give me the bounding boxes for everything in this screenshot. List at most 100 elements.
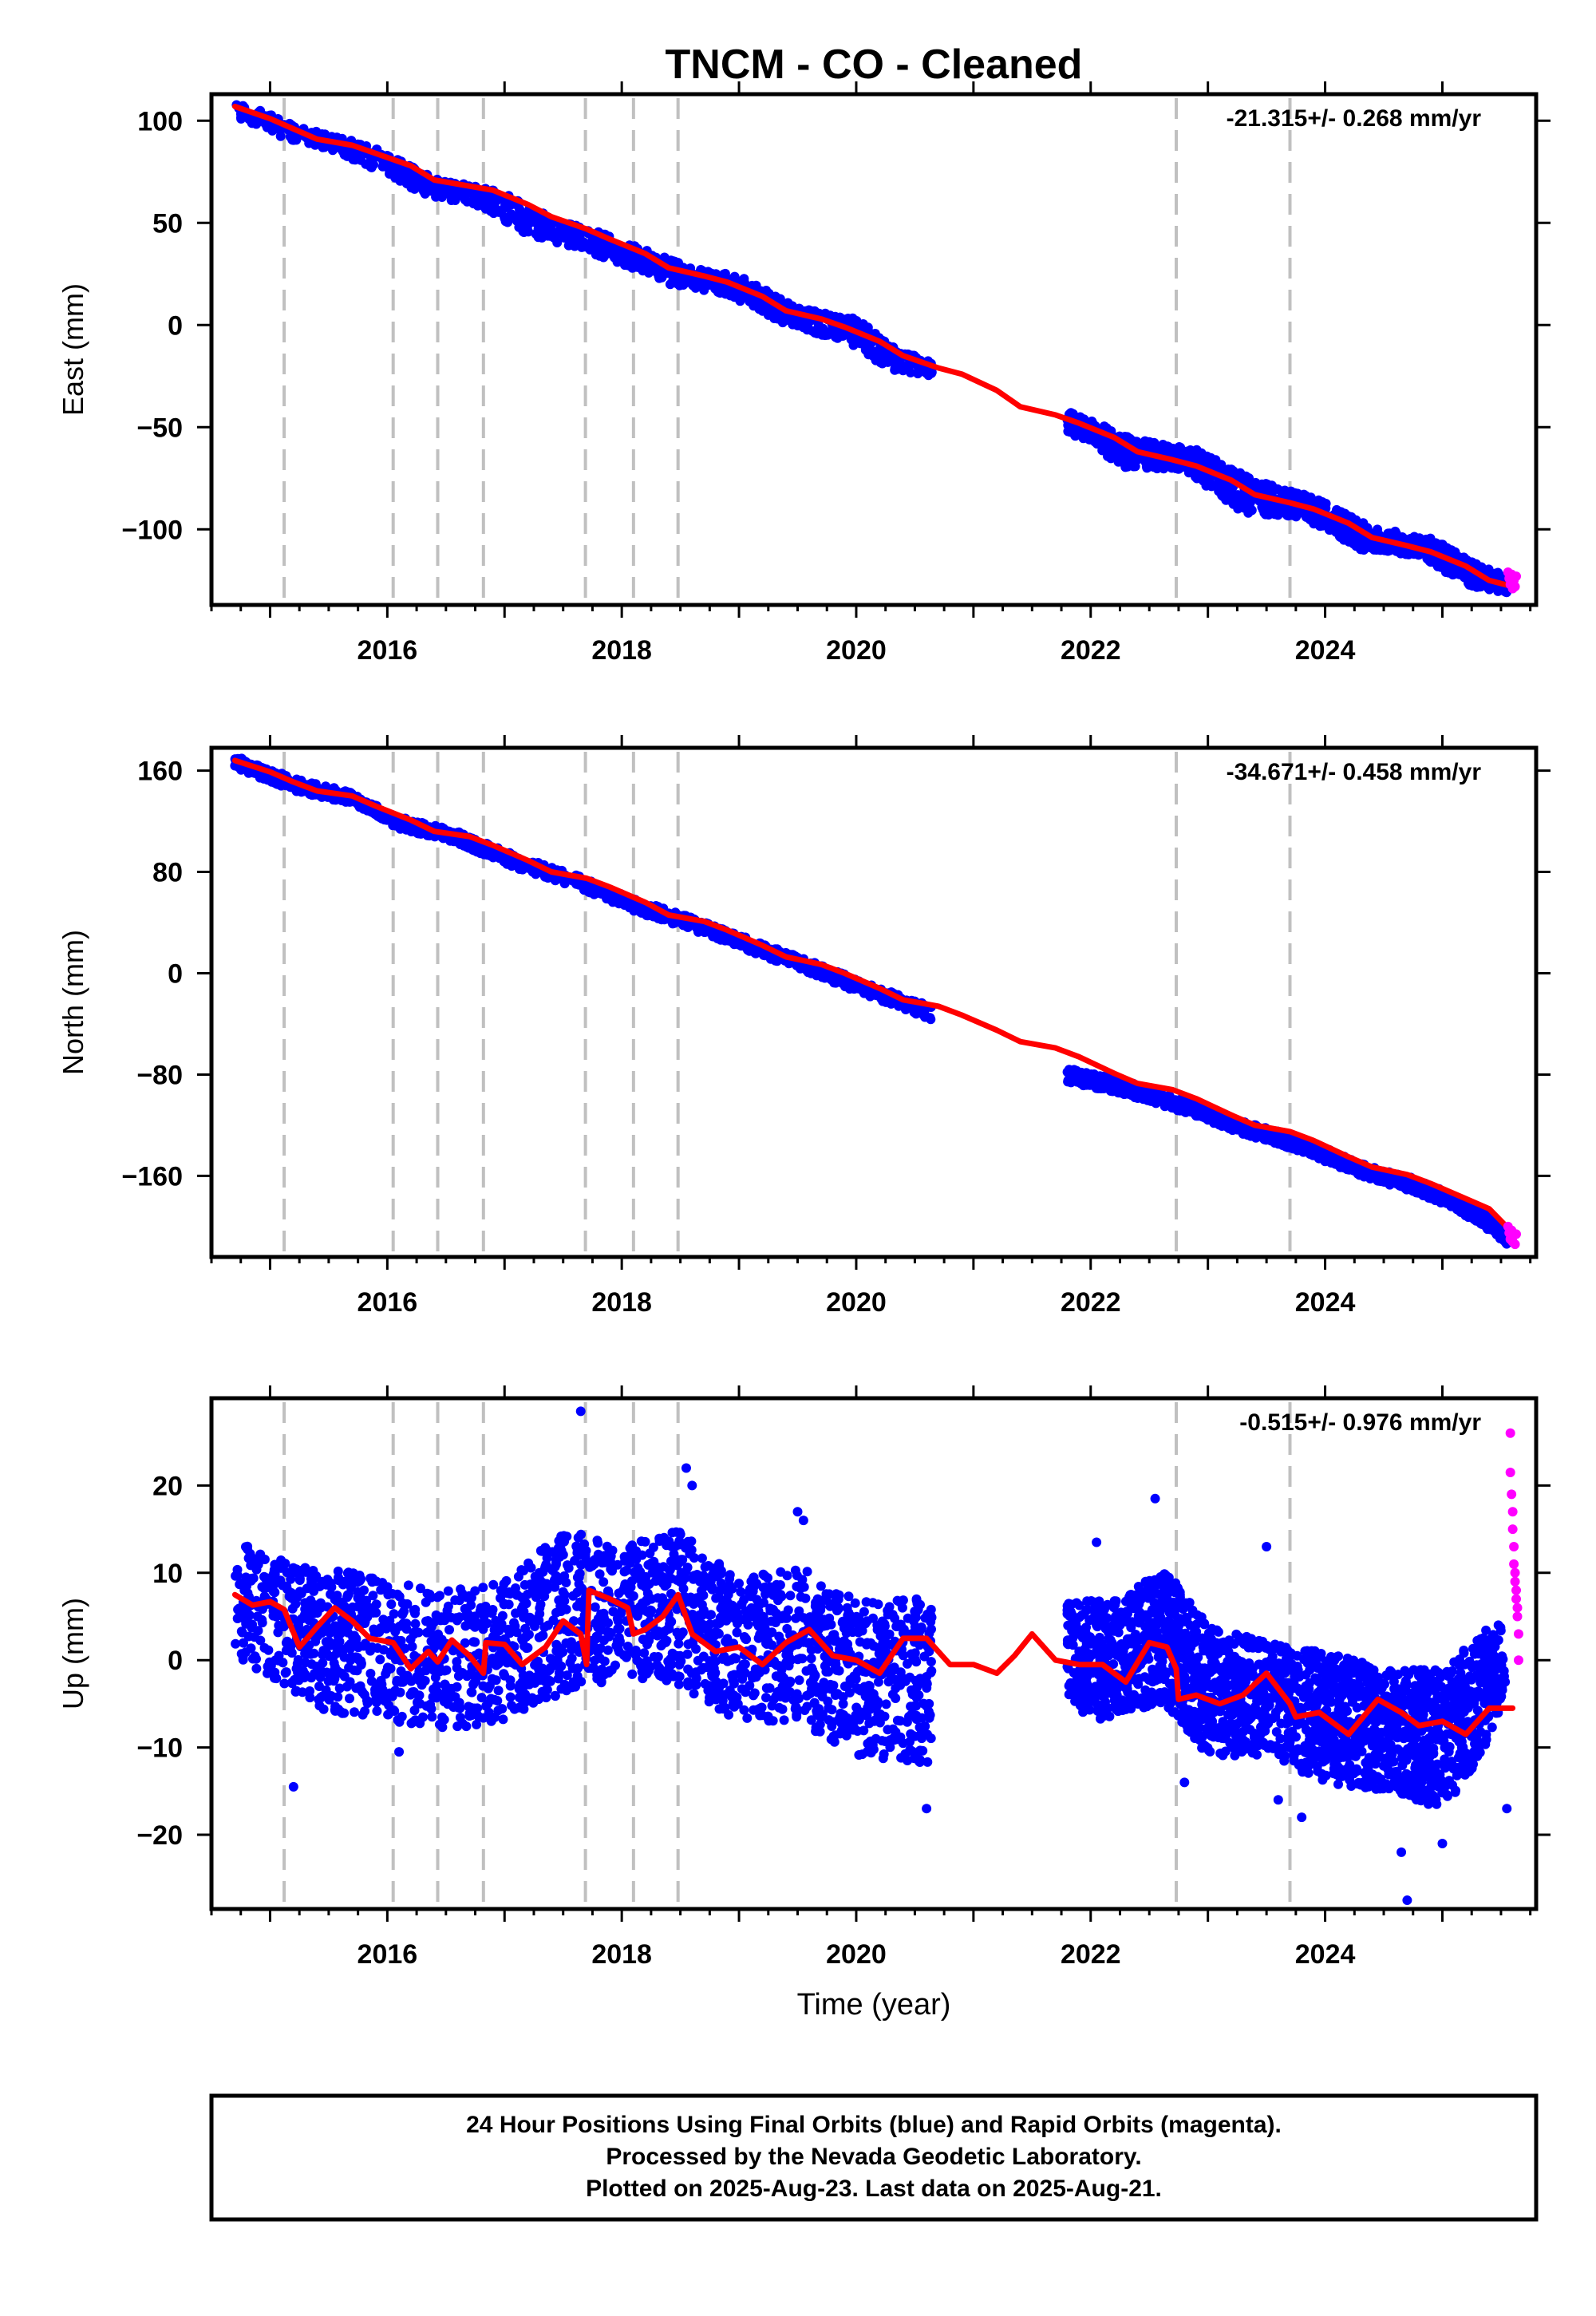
final-point <box>1345 1162 1356 1172</box>
final-point <box>1440 563 1450 573</box>
final-point <box>1385 1180 1395 1190</box>
final-point <box>902 1003 912 1014</box>
final-point <box>1174 464 1184 474</box>
final-point <box>480 202 491 212</box>
y-tick-label: 0 <box>168 958 183 989</box>
final-point <box>1489 1220 1499 1231</box>
final-point <box>1280 489 1290 500</box>
final-point <box>610 252 619 263</box>
x-tick-label: 2022 <box>1061 635 1121 666</box>
final-point <box>1370 1170 1381 1180</box>
final-point <box>472 200 483 211</box>
x-tick-label: 2024 <box>1295 635 1356 666</box>
final-point <box>508 211 519 221</box>
final-point <box>583 241 593 251</box>
y-tick-label: −80 <box>136 1060 183 1090</box>
final-point <box>1460 572 1470 583</box>
final-point <box>658 269 669 279</box>
final-point <box>601 247 611 257</box>
final-point <box>1195 1106 1205 1117</box>
final-point <box>1246 1130 1256 1140</box>
final-point <box>523 227 534 237</box>
final-point <box>390 172 401 183</box>
final-point <box>531 229 541 239</box>
y-tick-label: 100 <box>137 106 183 136</box>
chart-panels: 2016 2018 2020 2022 2024 100 50 0 −50 −100 East (m… <box>57 81 1551 2022</box>
final-point <box>1106 447 1116 457</box>
y-axis-label: East (mm) <box>57 283 89 416</box>
x-tick-label: 2020 <box>826 1287 887 1318</box>
figure-title: TNCM - CO - Cleaned <box>666 41 1083 88</box>
final-point <box>847 334 857 345</box>
final-point <box>906 367 915 377</box>
final-point <box>530 214 540 224</box>
final-point <box>350 155 361 165</box>
final-point <box>925 1013 934 1023</box>
final-point <box>860 987 871 997</box>
final-point <box>1212 460 1223 470</box>
final-point <box>816 328 827 338</box>
final-point <box>488 1579 499 1590</box>
final-point <box>1227 1125 1238 1136</box>
x-tick-label: 2020 <box>826 635 887 666</box>
rapid-point <box>1511 571 1522 582</box>
x-tick-label: 2016 <box>358 1287 418 1318</box>
final-point <box>1092 1083 1103 1093</box>
final-point <box>1258 1131 1269 1141</box>
y-axis-label: North (mm) <box>57 930 89 1075</box>
final-point <box>259 773 269 784</box>
final-point <box>785 1591 796 1601</box>
final-point <box>1385 545 1395 555</box>
final-point <box>450 186 460 196</box>
final-point <box>1233 490 1243 500</box>
final-point <box>1195 449 1205 460</box>
final-point <box>842 314 852 325</box>
final-point <box>779 1715 789 1725</box>
y-tick-label: 160 <box>137 757 183 787</box>
final-point <box>1065 1074 1074 1085</box>
final-point <box>913 366 923 377</box>
final-point <box>493 205 504 215</box>
final-point <box>444 1625 454 1635</box>
final-point <box>1449 569 1460 579</box>
final-point <box>1215 481 1226 491</box>
final-point <box>721 289 731 299</box>
final-point <box>492 195 502 205</box>
y-tick-label: −100 <box>121 515 183 545</box>
x-tick-label: 2018 <box>591 635 652 666</box>
final-point <box>384 164 394 175</box>
final-point <box>875 354 885 365</box>
y-tick-label: −50 <box>136 413 183 443</box>
final-point <box>890 363 900 373</box>
final-point <box>1126 1089 1136 1098</box>
final-point <box>1126 457 1136 468</box>
final-point <box>1257 502 1267 512</box>
final-point <box>397 175 408 185</box>
final-point <box>1369 540 1380 551</box>
final-point <box>1262 481 1272 492</box>
final-point <box>1064 1065 1074 1075</box>
final-point <box>772 956 782 966</box>
y-tick-label: 50 <box>152 208 183 239</box>
final-point <box>563 231 574 242</box>
x-tick-label: 2018 <box>591 1287 652 1318</box>
x-tick-label: 2024 <box>1295 1287 1356 1318</box>
final-point <box>1223 464 1234 475</box>
final-point <box>690 283 701 293</box>
final-point <box>1142 1090 1152 1101</box>
final-point <box>573 237 583 247</box>
final-point <box>1305 1148 1315 1158</box>
final-point <box>1313 514 1322 524</box>
y-tick-label: −160 <box>121 1161 183 1192</box>
final-point <box>375 812 385 823</box>
final-point <box>702 280 713 290</box>
rapid-point <box>1510 581 1520 591</box>
y-tick-label: 80 <box>152 858 183 888</box>
final-point <box>635 259 646 270</box>
final-point <box>1279 1139 1290 1149</box>
final-point <box>1096 438 1107 449</box>
final-point <box>857 338 867 348</box>
